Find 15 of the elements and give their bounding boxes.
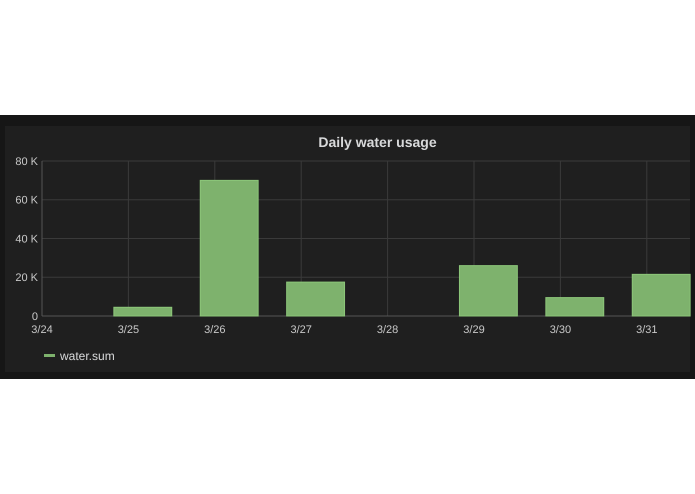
- x-tick-label: 3/25: [118, 324, 140, 336]
- x-tick-label: 3/26: [204, 324, 226, 336]
- x-tick-label: 3/30: [550, 324, 572, 336]
- legend-label: water.sum: [59, 349, 115, 363]
- y-tick-label: 0: [32, 310, 38, 323]
- x-tick-label: 3/24: [31, 324, 53, 336]
- y-tick-label: 80 K: [15, 156, 39, 168]
- x-tick-label: 3/29: [463, 324, 485, 336]
- chart-title: Daily water usage: [318, 134, 437, 150]
- x-tick-label: 3/27: [290, 324, 312, 336]
- y-tick-label: 20 K: [15, 272, 39, 284]
- y-tick-label: 60 K: [15, 194, 39, 207]
- x-tick-label: 3/28: [376, 324, 398, 336]
- y-tick-label: 40 K: [15, 233, 39, 246]
- x-tick-label: 3/31: [636, 324, 658, 336]
